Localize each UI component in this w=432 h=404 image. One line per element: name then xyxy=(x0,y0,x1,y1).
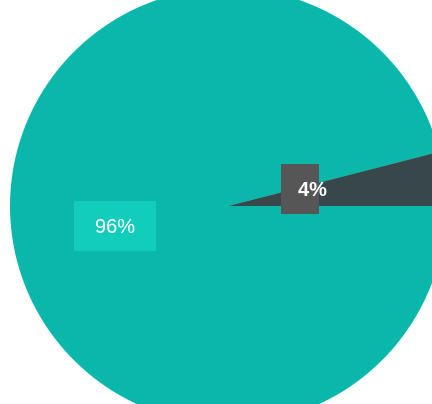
pie-slice-96 xyxy=(10,0,432,404)
pie-slice-4 xyxy=(228,153,432,206)
pie-labels: 96% 4% xyxy=(74,164,327,251)
slice-label-box-4 xyxy=(281,164,319,214)
slice-label-4: 4% xyxy=(298,179,327,201)
slice-label-96: 96% xyxy=(95,216,135,238)
slice-label-box-96 xyxy=(74,201,156,251)
pie-slices xyxy=(10,0,432,404)
